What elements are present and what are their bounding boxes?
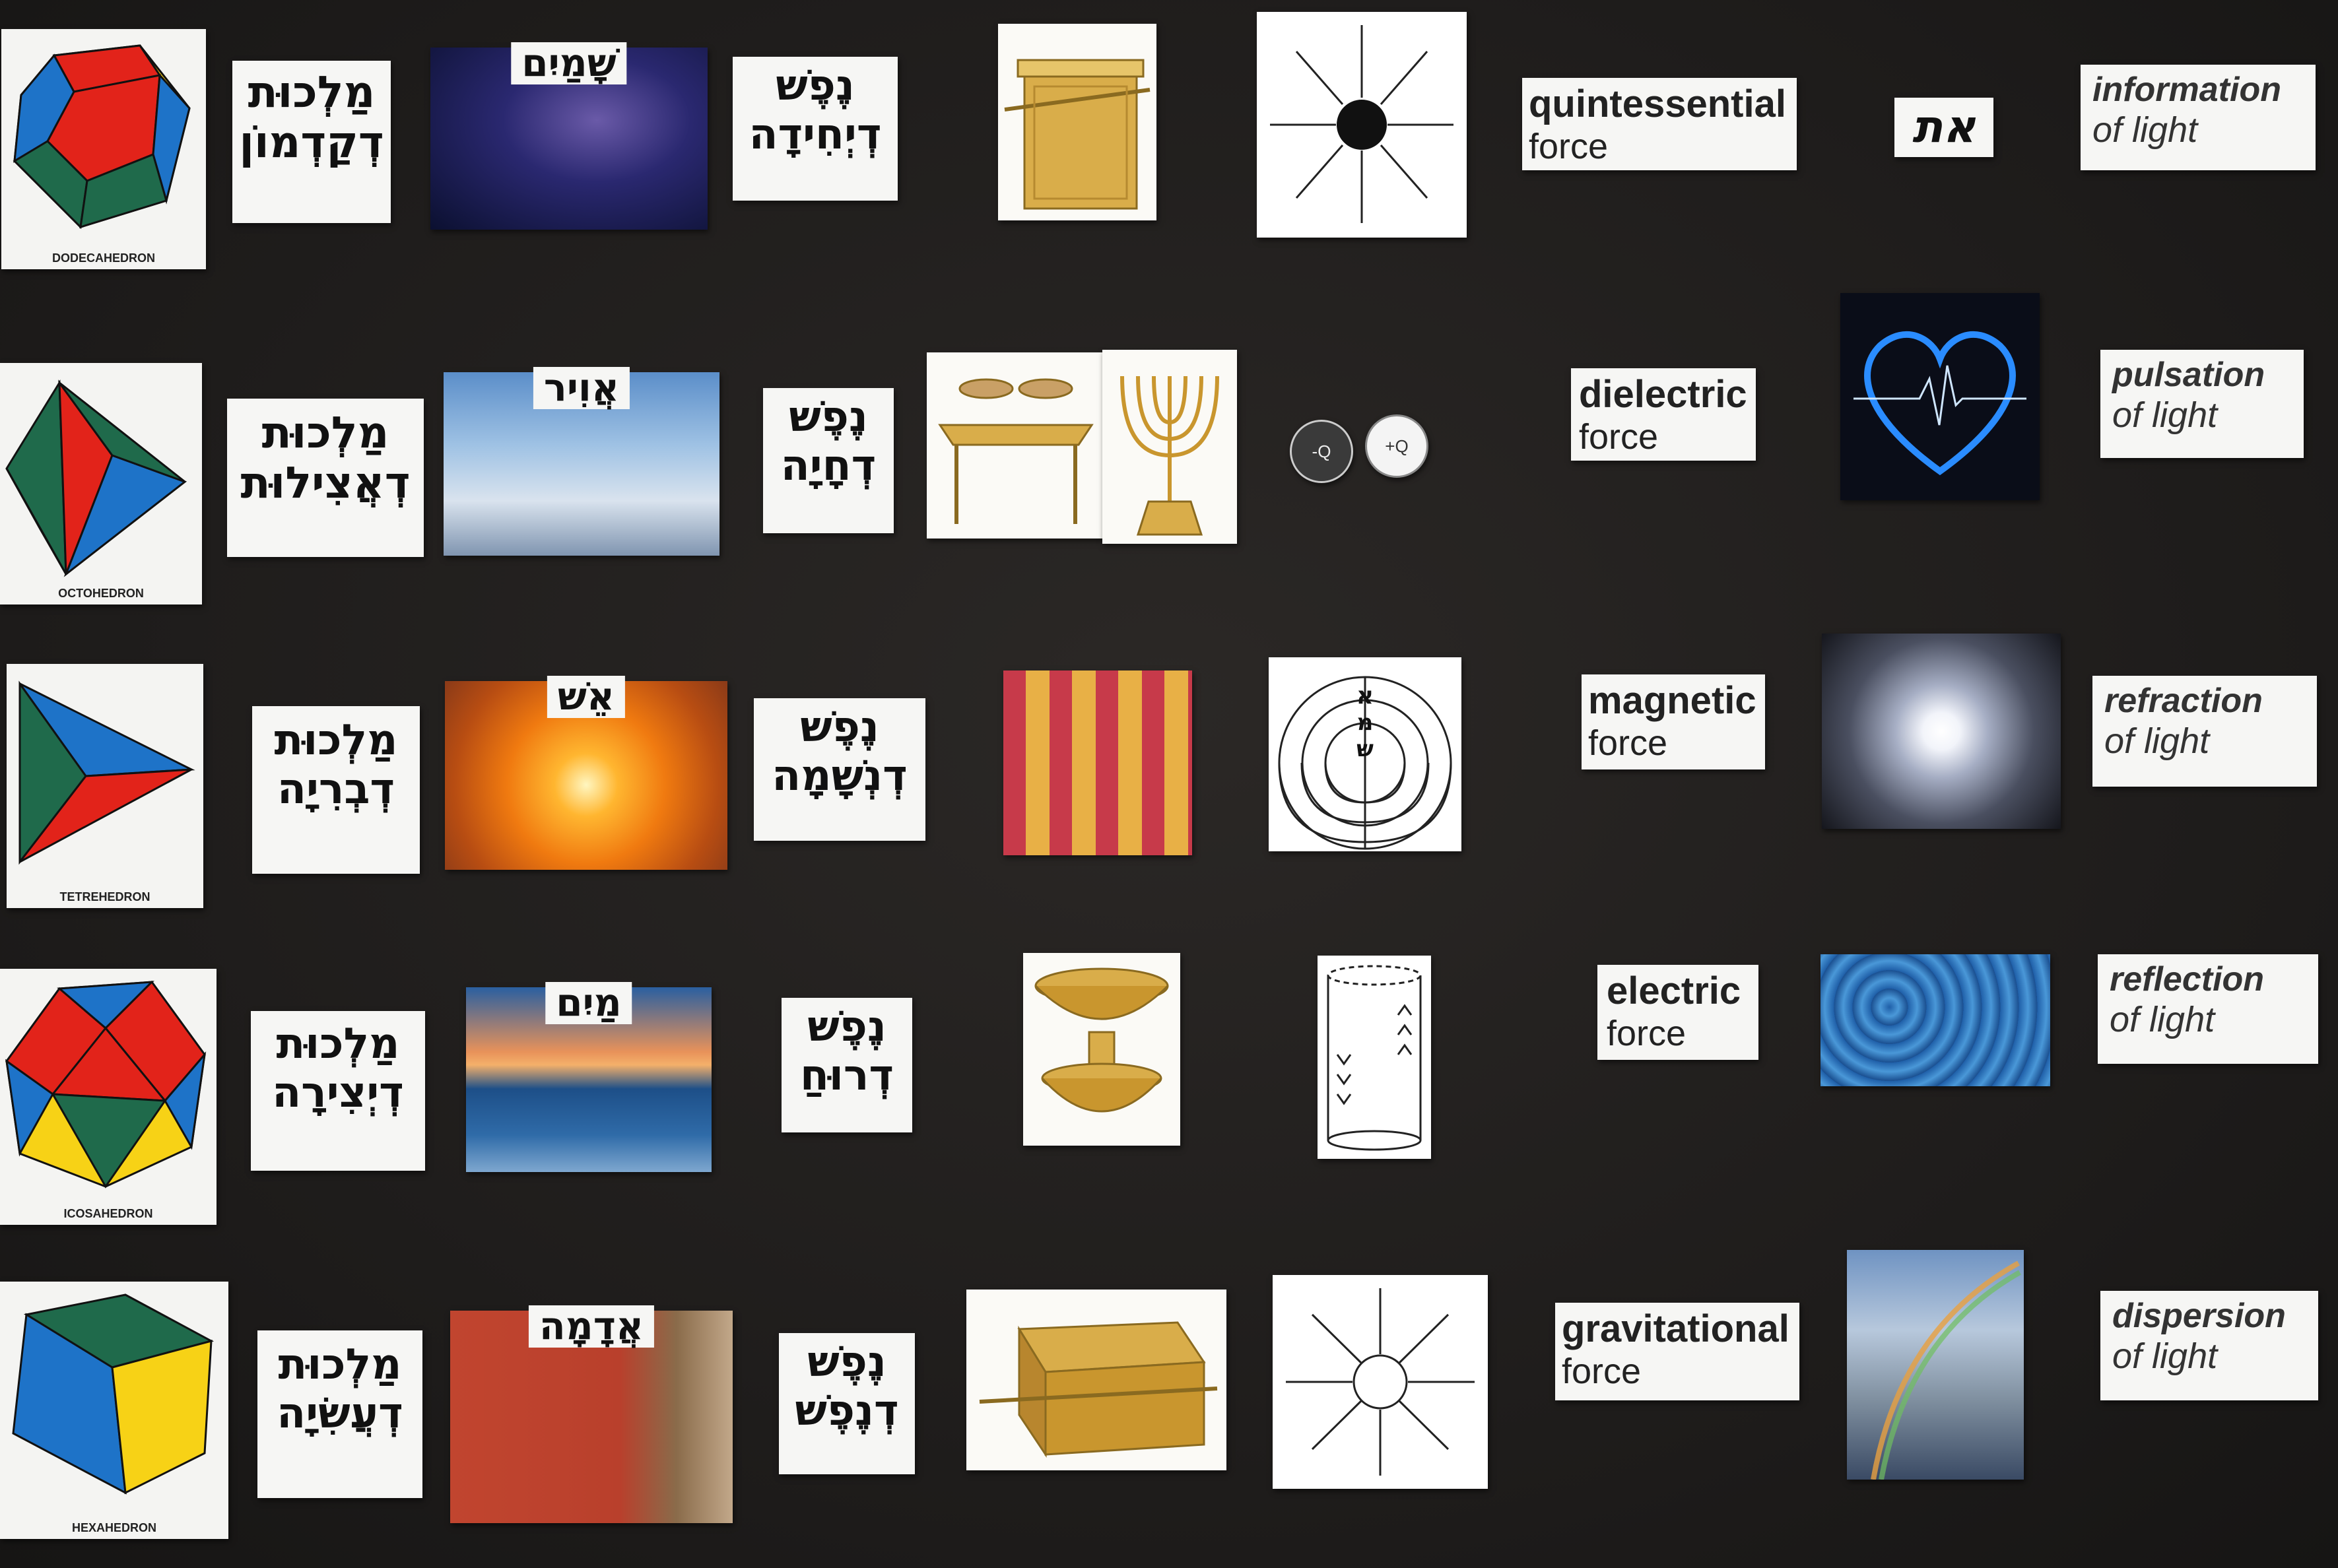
force-tag: electric force xyxy=(1597,965,1758,1060)
cylinder-icon xyxy=(1327,965,1422,1151)
menorah-circle-icon: א מ ש xyxy=(1278,676,1452,850)
light-tag: information of light xyxy=(2081,65,2316,170)
solid-label: TETREHEDRON xyxy=(59,890,150,903)
force-tag: dielectric force xyxy=(1571,368,1756,461)
solid-card-octohedron: OCTOHEDRON xyxy=(0,363,202,604)
menorah-letter: מ xyxy=(1357,709,1374,736)
malkhut-tag: מַלְכוּת דְבְרִיָה xyxy=(252,706,420,874)
element-photo-heavens: שָׁמַיִם xyxy=(430,42,708,230)
ark-icon xyxy=(1004,59,1151,210)
charge-label: -Q xyxy=(1312,441,1331,461)
element-label: שָׁמַיִם xyxy=(511,42,627,84)
malkhut-tag: מַלְכוּת דְיְצִירָה xyxy=(251,1011,425,1171)
laver-icon xyxy=(1034,967,1169,1113)
octahedron-icon xyxy=(5,379,187,577)
field-diagram-outward xyxy=(1273,1275,1488,1489)
menorah-icon xyxy=(1120,376,1219,536)
element-label: מַיִם xyxy=(545,981,632,1024)
icosahedron-icon xyxy=(5,980,207,1189)
heart-pulse-image xyxy=(1840,293,2040,500)
light-tag: reflection of light xyxy=(2098,954,2318,1064)
burst-image xyxy=(1822,634,2061,829)
rainbow-icon xyxy=(1871,1260,2021,1480)
rainbow-cloud-image xyxy=(1847,1250,2024,1480)
radial-arrows-icon xyxy=(1286,1288,1475,1476)
menorah-image xyxy=(1102,350,1237,544)
et-tag: את xyxy=(1894,98,1993,157)
element-label: אֵשׁ xyxy=(547,675,626,718)
element-photo-water: מַיִם xyxy=(466,981,712,1172)
charge-minus: -Q xyxy=(1290,420,1353,483)
solid-card-hexahedron: HEXAHEDRON xyxy=(0,1282,228,1539)
hexahedron-icon xyxy=(12,1293,215,1495)
menorah-letter: ש xyxy=(1356,736,1374,762)
element-photo-earth: אֲדָמָה xyxy=(450,1305,733,1523)
nefesh-tag: נֶפֶשׁ דְנְשָׁמָה xyxy=(754,698,925,841)
menorah-letters-diagram: א מ ש xyxy=(1269,657,1461,851)
element-photo-fire: אֵשׁ xyxy=(445,675,727,870)
malkhut-tag: מַלְכוּת דְעֲשִׂיָה xyxy=(257,1330,422,1498)
light-tag: refraction of light xyxy=(2092,676,2317,787)
element-label: אֲוִיר xyxy=(533,366,630,409)
light-tag: dispersion of light xyxy=(2100,1291,2318,1400)
solid-label: OCTOHEDRON xyxy=(58,587,144,600)
menorah-letter: א xyxy=(1356,682,1374,709)
nefesh-tag: נֶפֶשׁ דְנֶפֶשׁ xyxy=(779,1333,915,1474)
force-tag: quintessential force xyxy=(1522,78,1797,170)
solid-card-dodecahedron: DODECAHEDRON xyxy=(1,29,206,269)
water-ripple-image xyxy=(1820,954,2050,1086)
altar-icon xyxy=(979,1321,1218,1458)
field-diagram-inward xyxy=(1257,12,1467,238)
nefesh-tag: נֶפֶשׁ דְיְחִידָה xyxy=(733,57,898,201)
charge-label: +Q xyxy=(1385,436,1409,456)
altar-image xyxy=(966,1290,1226,1470)
table-icon xyxy=(938,378,1094,524)
heart-pulse-icon xyxy=(1854,331,2026,476)
table-image xyxy=(927,352,1105,539)
curtain-image xyxy=(1003,670,1192,855)
solid-card-icosahedron: ICOSAHEDRON xyxy=(0,969,217,1225)
ark-image xyxy=(998,24,1156,220)
radial-arrows-icon xyxy=(1270,25,1453,223)
element-label: אֲדָמָה xyxy=(528,1305,655,1348)
solid-label: HEXAHEDRON xyxy=(71,1521,156,1534)
force-tag: gravitational force xyxy=(1555,1303,1799,1400)
nefesh-tag: נֶפֶשׁ דְרוּחַ xyxy=(782,998,912,1132)
element-photo-air: אֲוִיר xyxy=(444,366,719,556)
dodecahedron-icon xyxy=(13,44,191,230)
tetrahedron-icon xyxy=(18,680,195,865)
laver-image xyxy=(1023,953,1180,1146)
nefesh-tag: נֶפֶשׁ דְחָיָה xyxy=(763,388,894,533)
malkhut-tag: מַלְכוּת דְקַדְמוֹן xyxy=(232,61,391,223)
solid-label: DODECAHEDRON xyxy=(51,251,155,265)
charge-plus: +Q xyxy=(1365,414,1428,478)
solid-label: ICOSAHEDRON xyxy=(63,1207,153,1220)
light-tag: pulsation of light xyxy=(2100,350,2304,458)
cylinder-diagram xyxy=(1318,956,1431,1159)
solid-card-tetrehedron: TETREHEDRON xyxy=(7,664,203,908)
force-tag: magnetic force xyxy=(1582,674,1765,769)
malkhut-tag: מַלְכוּת דְאֲצִילוּת xyxy=(227,399,424,557)
